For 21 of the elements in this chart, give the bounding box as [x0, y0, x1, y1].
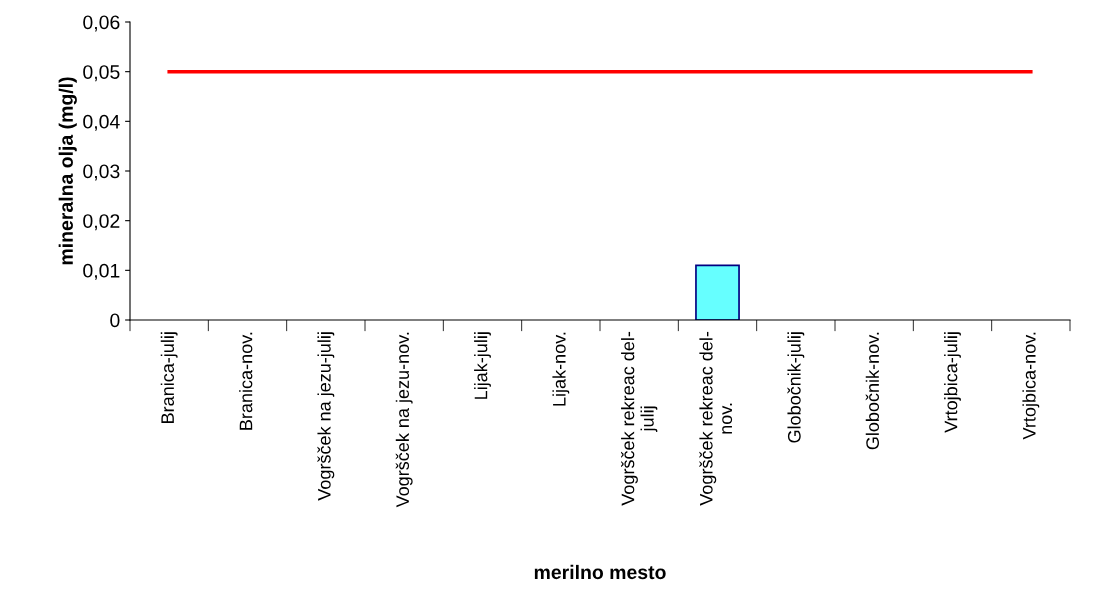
x-tick-label: Vogršček na jezu-nov. [395, 332, 413, 508]
x-tick-label: Branica-nov. [239, 332, 253, 430]
y-tick-label: 0 [110, 313, 120, 328]
x-tick-label: Lijak-julij [474, 332, 491, 399]
x-tick-label: Globočnik-nov. [865, 332, 880, 450]
y-tick-label: 0,03 [83, 164, 120, 181]
x-tick-label: Globočnik-julij [787, 332, 805, 443]
x-tick-label: Branica-julij [160, 332, 178, 423]
x-tick-label: Vogršček rekreac del- nov. [699, 331, 733, 506]
x-axis-title: merilno mesto [534, 564, 666, 580]
y-tick-label: 0,02 [83, 214, 120, 231]
y-tick-label: 0,04 [83, 114, 120, 131]
y-axis-title: mineralna olja (mg/l) [58, 77, 77, 265]
y-tick-label: 0,01 [83, 263, 120, 280]
y-tick-label: 0,05 [83, 65, 120, 82]
x-tick-label: Vrtojbica-nov. [1022, 332, 1040, 440]
x-tick-label: Vogršček na jezu-julij [317, 332, 335, 501]
x-tick-label: Lijak-nov. [552, 332, 570, 406]
x-tick-label: Vogršček rekreac del- julij [621, 331, 658, 506]
y-tick-label: 0,06 [83, 15, 120, 32]
x-tick-label: Vrtojbica-julij [944, 332, 961, 433]
